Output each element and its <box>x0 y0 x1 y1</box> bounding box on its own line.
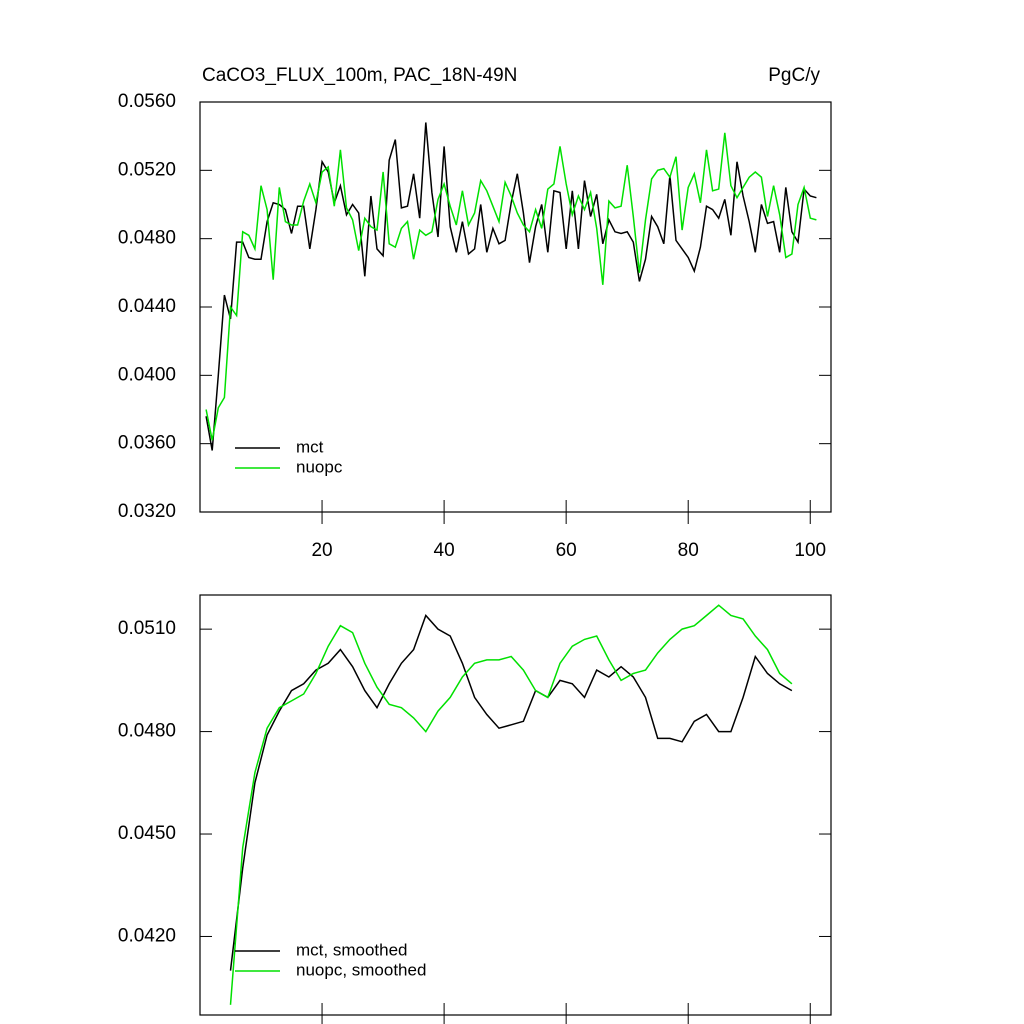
y-tick-label: 0.0480 <box>118 721 176 742</box>
y-tick-label: 0.0510 <box>118 618 176 639</box>
legend-label: mct <box>296 437 324 456</box>
line-series <box>229 604 793 1005</box>
y-tick-label: 0.0560 <box>118 91 176 112</box>
y-tick-label: 0.0320 <box>118 501 176 522</box>
line-series <box>205 132 817 441</box>
line-series <box>205 122 817 451</box>
y-tick-label: 0.0360 <box>118 433 176 454</box>
chart-title: CaCO3_FLUX_100m, PAC_18N-49N <box>202 65 517 86</box>
legend-label: nuopc, smoothed <box>296 960 426 979</box>
x-tick-label: 60 <box>556 540 577 561</box>
legend-label: nuopc <box>296 457 343 476</box>
x-tick-label: 40 <box>434 540 455 561</box>
y-tick-label: 0.0440 <box>118 296 176 317</box>
x-tick-label: 20 <box>311 540 332 561</box>
y-tick-label: 0.0520 <box>118 159 176 180</box>
x-tick-label: 100 <box>794 540 826 561</box>
units-label: PgC/y <box>768 65 820 86</box>
x-tick-label: 80 <box>678 540 699 561</box>
plot-frame <box>199 594 832 1016</box>
y-tick-label: 0.0450 <box>118 823 176 844</box>
y-tick-label: 0.0480 <box>118 228 176 249</box>
y-tick-label: 0.0400 <box>118 364 176 385</box>
y-tick-label: 0.0420 <box>118 925 176 946</box>
line-series <box>229 614 793 971</box>
legend-label: mct, smoothed <box>296 940 408 959</box>
